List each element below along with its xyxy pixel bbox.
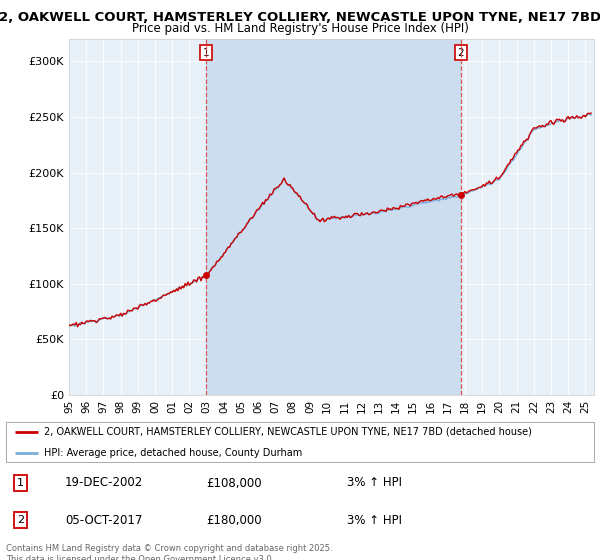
Text: 1: 1 [203,48,209,58]
Text: £180,000: £180,000 [206,514,262,526]
Text: 3% ↑ HPI: 3% ↑ HPI [347,477,402,489]
Text: 2, OAKWELL COURT, HAMSTERLEY COLLIERY, NEWCASTLE UPON TYNE, NE17 7BD (detached h: 2, OAKWELL COURT, HAMSTERLEY COLLIERY, N… [44,427,532,437]
Text: 2: 2 [457,48,464,58]
Text: Price paid vs. HM Land Registry's House Price Index (HPI): Price paid vs. HM Land Registry's House … [131,22,469,35]
Text: 2: 2 [17,515,24,525]
Text: 05-OCT-2017: 05-OCT-2017 [65,514,142,526]
Text: 1: 1 [17,478,24,488]
Bar [206,39,461,395]
Text: £108,000: £108,000 [206,477,262,489]
Text: 19-DEC-2002: 19-DEC-2002 [65,477,143,489]
Text: 2, OAKWELL COURT, HAMSTERLEY COLLIERY, NEWCASTLE UPON TYNE, NE17 7BD: 2, OAKWELL COURT, HAMSTERLEY COLLIERY, N… [0,11,600,24]
Text: HPI: Average price, detached house, County Durham: HPI: Average price, detached house, Coun… [44,448,302,458]
Text: 3% ↑ HPI: 3% ↑ HPI [347,514,402,526]
Text: Contains HM Land Registry data © Crown copyright and database right 2025.
This d: Contains HM Land Registry data © Crown c… [6,544,332,560]
